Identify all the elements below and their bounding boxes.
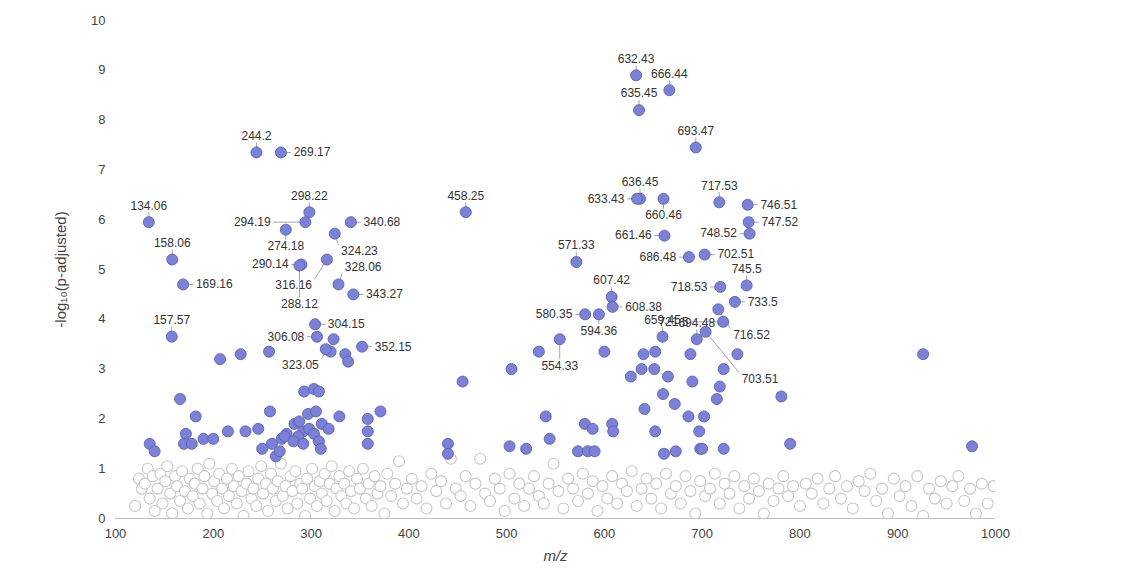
svg-text:158.06: 158.06 [154, 236, 191, 250]
svg-text:733.5: 733.5 [748, 295, 778, 309]
svg-text:718.53: 718.53 [671, 280, 708, 294]
svg-text:716.52: 716.52 [733, 328, 770, 342]
svg-text:10: 10 [91, 13, 105, 28]
svg-text:1: 1 [98, 461, 105, 476]
svg-text:-log₁₀(p-adjusted): -log₁₀(p-adjusted) [52, 211, 69, 327]
svg-text:694.48: 694.48 [678, 316, 715, 330]
svg-text:746.51: 746.51 [760, 198, 797, 212]
svg-text:294.19: 294.19 [234, 215, 271, 229]
svg-text:2: 2 [98, 411, 105, 426]
svg-text:306.08: 306.08 [268, 330, 305, 344]
svg-text:352.15: 352.15 [375, 340, 412, 354]
svg-text:635.45: 635.45 [621, 86, 658, 100]
svg-text:800: 800 [789, 526, 811, 541]
svg-text:4: 4 [98, 311, 105, 326]
svg-text:298.22: 298.22 [291, 189, 328, 203]
svg-text:m/z: m/z [543, 547, 568, 564]
svg-text:269.17: 269.17 [294, 145, 331, 159]
svg-text:703.51: 703.51 [742, 372, 779, 386]
svg-text:717.53: 717.53 [701, 179, 738, 193]
svg-text:8: 8 [98, 112, 105, 127]
svg-text:324.23: 324.23 [341, 244, 378, 258]
svg-text:580.35: 580.35 [536, 307, 573, 321]
svg-text:693.47: 693.47 [677, 124, 714, 138]
svg-text:900: 900 [887, 526, 909, 541]
svg-text:500: 500 [496, 526, 518, 541]
svg-text:328.06: 328.06 [345, 260, 382, 274]
svg-text:661.46: 661.46 [615, 228, 652, 242]
svg-text:134.06: 134.06 [130, 199, 167, 213]
svg-text:607.42: 607.42 [593, 273, 630, 287]
svg-text:608.38: 608.38 [625, 300, 662, 314]
svg-text:6: 6 [98, 212, 105, 227]
svg-text:594.36: 594.36 [581, 324, 618, 338]
svg-text:316.16: 316.16 [275, 278, 312, 292]
svg-text:157.57: 157.57 [153, 313, 190, 327]
svg-text:288.12: 288.12 [281, 297, 318, 311]
svg-text:0: 0 [98, 511, 105, 526]
svg-text:633.43: 633.43 [588, 192, 625, 206]
svg-text:600: 600 [594, 526, 616, 541]
svg-text:571.33: 571.33 [558, 238, 595, 252]
svg-text:300: 300 [300, 526, 322, 541]
svg-text:554.33: 554.33 [541, 359, 578, 373]
svg-text:5: 5 [98, 262, 105, 277]
svg-text:700: 700 [691, 526, 713, 541]
svg-text:169.16: 169.16 [196, 277, 233, 291]
svg-text:636.45: 636.45 [622, 175, 659, 189]
svg-text:304.15: 304.15 [328, 317, 365, 331]
svg-text:686.48: 686.48 [639, 250, 676, 264]
svg-text:200: 200 [202, 526, 224, 541]
svg-text:748.52: 748.52 [700, 226, 737, 240]
svg-text:1000: 1000 [981, 526, 1010, 541]
svg-text:244.2: 244.2 [241, 129, 271, 143]
svg-text:702.51: 702.51 [717, 247, 754, 261]
svg-text:7: 7 [98, 162, 105, 177]
svg-text:632.43: 632.43 [618, 52, 655, 66]
svg-text:659.45: 659.45 [644, 313, 681, 327]
svg-text:745.5: 745.5 [732, 262, 762, 276]
svg-text:274.18: 274.18 [267, 239, 304, 253]
svg-text:666.44: 666.44 [651, 67, 688, 81]
svg-text:323.05: 323.05 [282, 358, 319, 372]
svg-text:3: 3 [98, 361, 105, 376]
svg-text:9: 9 [98, 62, 105, 77]
svg-text:458.25: 458.25 [447, 189, 484, 203]
svg-text:660.46: 660.46 [645, 208, 682, 222]
svg-text:340.68: 340.68 [364, 215, 401, 229]
svg-text:100: 100 [105, 526, 127, 541]
svg-text:343.27: 343.27 [366, 287, 403, 301]
svg-text:400: 400 [398, 526, 420, 541]
svg-text:290.14: 290.14 [252, 257, 289, 271]
svg-text:747.52: 747.52 [761, 215, 798, 229]
